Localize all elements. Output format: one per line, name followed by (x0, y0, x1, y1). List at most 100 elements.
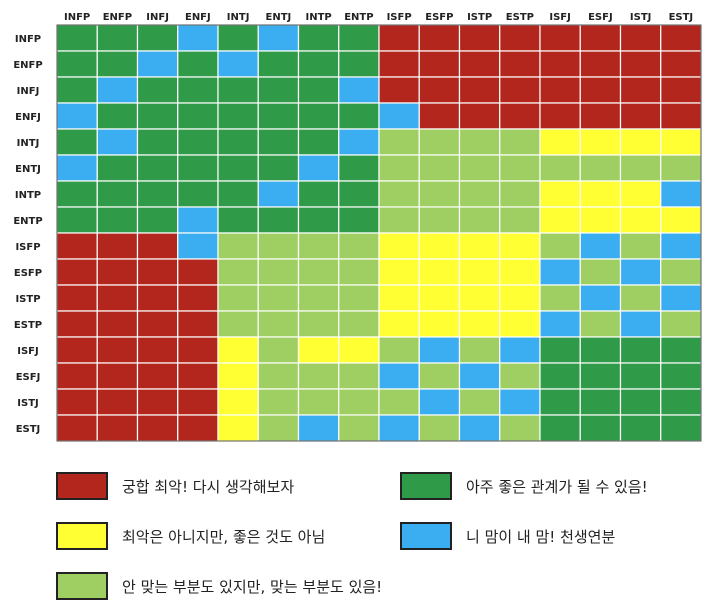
col-header-entp: ENTP (344, 12, 373, 23)
cell-esfj-intp (297, 362, 340, 390)
cell-esfp-esfp (418, 258, 461, 286)
cell-enfp-enfp (96, 50, 139, 78)
cell-entp-istj (619, 206, 662, 234)
cell-estj-esfj (579, 414, 622, 442)
cell-estj-entj (257, 414, 300, 442)
col-header-infp: INFP (64, 12, 90, 23)
row-header-esfp: ESFP (14, 268, 42, 279)
cell-intp-istj (619, 180, 662, 208)
cell-infp-enfj (177, 24, 219, 52)
cell-entj-intj (217, 154, 259, 182)
cell-enfj-isfj (539, 102, 581, 130)
cell-estj-isfj (539, 414, 581, 442)
row-header-estj: ESTJ (16, 424, 41, 435)
cell-infp-intj (217, 24, 259, 52)
cell-isfj-infp (56, 336, 98, 364)
legend-swatch-great (400, 472, 452, 500)
cell-infj-estp (499, 76, 541, 104)
row-header-isfp: ISFP (15, 242, 40, 253)
cell-entp-intj (217, 206, 259, 234)
col-header-isfj: ISFJ (549, 12, 570, 23)
cell-enfp-enfj (177, 50, 219, 78)
cell-intj-intj (217, 128, 259, 156)
cell-isfp-estp (499, 232, 541, 260)
cell-esfp-entp (338, 258, 380, 286)
cell-enfj-istj (619, 102, 662, 130)
cell-isfp-estj (660, 232, 702, 260)
row-header-infp: INFP (15, 34, 41, 45)
cell-isfj-enfj (177, 336, 219, 364)
cell-intp-intj (217, 180, 259, 208)
cell-enfj-esfj (579, 102, 622, 130)
cell-isfp-istj (619, 232, 662, 260)
cell-enfp-infj (136, 50, 179, 78)
cell-istp-intp (297, 284, 340, 312)
legend-label-worst: 궁합 최악! 다시 생각해보자 (122, 477, 295, 496)
row-header-isfj: ISFJ (17, 346, 38, 357)
cell-istj-istp (458, 388, 501, 416)
cell-enfj-entj (257, 102, 300, 130)
cell-isfp-enfj (177, 232, 219, 260)
col-header-istp: ISTP (467, 12, 492, 23)
col-header-entj: ENTJ (266, 12, 292, 23)
cell-esfp-estp (499, 258, 541, 286)
cell-enfj-intp (297, 102, 340, 130)
cell-enfj-istp (458, 102, 501, 130)
cell-intp-intp (297, 180, 340, 208)
cell-estj-entp (338, 414, 380, 442)
row-header-infj: INFJ (17, 86, 40, 97)
cell-enfp-isfp (378, 50, 420, 78)
legend-item-mixed: 안 맞는 부분도 있지만, 맞는 부분도 있음! (56, 572, 382, 600)
cell-enfp-istj (619, 50, 662, 78)
col-header-istj: ISTJ (630, 12, 651, 23)
cell-entj-isfp (378, 154, 420, 182)
col-header-isfp: ISFP (387, 12, 412, 23)
cell-isfj-istp (458, 336, 501, 364)
legend-label-mixed: 안 맞는 부분도 있지만, 맞는 부분도 있음! (122, 577, 383, 596)
cell-isfj-infj (136, 336, 179, 364)
cell-estp-infp (56, 310, 98, 338)
cell-enfj-intj (217, 102, 259, 130)
cell-enfj-infj (136, 102, 179, 130)
cell-isfj-istj (619, 336, 662, 364)
cell-enfj-isfp (378, 102, 420, 130)
legend-swatch-worst (56, 472, 108, 500)
cell-isfj-intp (297, 336, 340, 364)
cell-istj-enfj (177, 388, 219, 416)
col-header-infj: INFJ (146, 12, 169, 23)
col-header-estj: ESTJ (669, 12, 694, 23)
cell-estp-intp (297, 310, 340, 338)
cell-infj-esfj (579, 76, 622, 104)
cell-esfj-enfj (177, 362, 219, 390)
row-header-istp: ISTP (15, 294, 40, 305)
cell-infj-esfp (418, 76, 461, 104)
cell-estj-enfj (177, 414, 219, 442)
cell-istj-estj (660, 388, 702, 416)
cell-isfp-entj (257, 232, 300, 260)
cell-istj-isfp (378, 388, 420, 416)
legend-item-meh: 최악은 아니지만, 좋은 것도 아님 (56, 522, 325, 550)
cell-enfp-estp (499, 50, 541, 78)
row-header-esfj: ESFJ (16, 372, 41, 383)
cell-infj-enfj (177, 76, 219, 104)
cell-intp-enfj (177, 180, 219, 208)
cell-istp-enfp (96, 284, 139, 312)
row-header-intj: INTJ (17, 138, 40, 149)
cell-isfj-estp (499, 336, 541, 364)
cell-enfj-esfp (418, 102, 461, 130)
cell-esfj-esfj (579, 362, 622, 390)
row-header-intp: INTP (15, 190, 41, 201)
col-header-esfj: ESFJ (588, 12, 613, 23)
cell-istj-infp (56, 388, 98, 416)
cell-istj-intj (217, 388, 259, 416)
col-header-intj: INTJ (227, 12, 250, 23)
cell-estj-infp (56, 414, 98, 442)
cell-estp-istj (619, 310, 662, 338)
row-header-enfj: ENFJ (15, 112, 41, 123)
cell-enfp-entp (338, 50, 380, 78)
cell-estj-intj (217, 414, 259, 442)
cell-estp-entj (257, 310, 300, 338)
cell-intp-isfp (378, 180, 420, 208)
